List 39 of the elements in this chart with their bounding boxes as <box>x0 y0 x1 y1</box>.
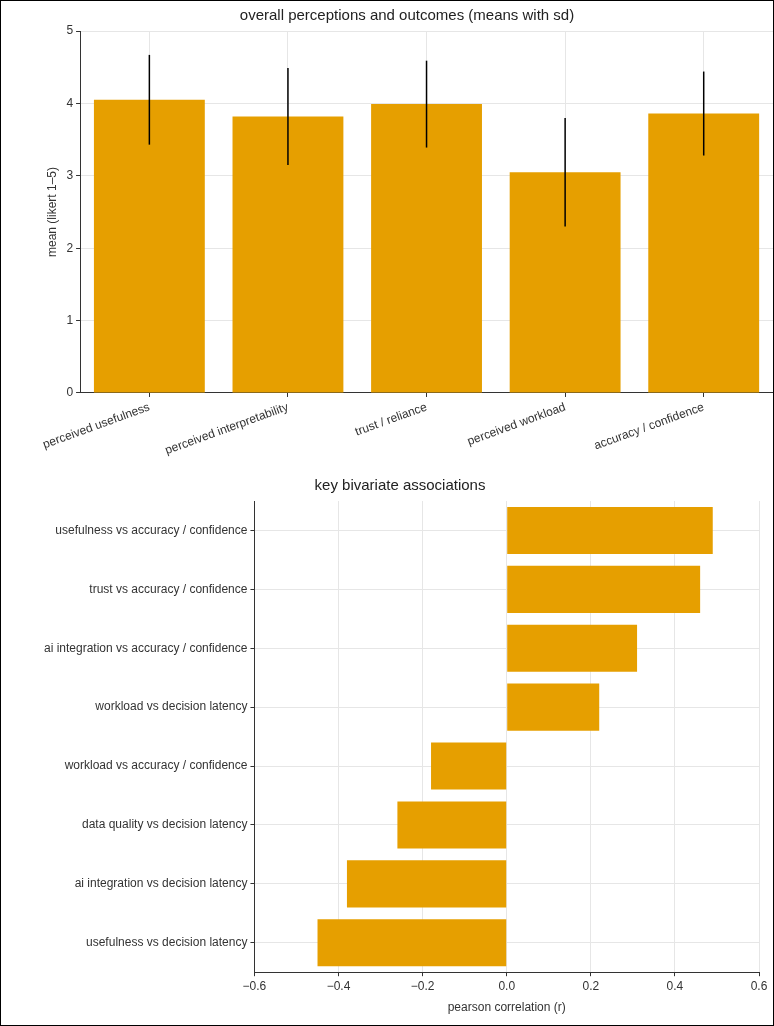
y-tick-label: 1 <box>66 312 74 327</box>
bar <box>346 860 507 908</box>
y-tick-label: ai integration vs accuracy / confidence <box>43 640 248 655</box>
y-axis-title: mean (likert 1–5) <box>44 166 59 258</box>
y-tick-label: ai integration vs decision latency <box>74 876 248 891</box>
y-tick-label: usefulness vs accuracy / confidence <box>55 522 248 537</box>
x-tick-label: −0.6 <box>242 978 267 993</box>
bar <box>371 104 482 393</box>
bar <box>232 116 344 393</box>
x-tick-label: 0.0 <box>498 978 516 993</box>
x-tick-label: −0.4 <box>326 978 351 993</box>
bar <box>509 172 621 393</box>
bar <box>93 99 205 393</box>
y-tick-label: workload vs decision latency <box>94 699 248 714</box>
x-tick-label: 0.6 <box>750 978 768 993</box>
x-tick-label: −0.2 <box>410 978 435 993</box>
bar <box>507 565 701 613</box>
bar <box>397 801 507 849</box>
x-tick-label: trust / reliance <box>353 399 429 439</box>
x-axis-title: pearson correlation (r) <box>447 1000 566 1015</box>
y-tick-label: 2 <box>66 240 74 255</box>
bar <box>648 113 760 393</box>
bar <box>507 506 713 555</box>
y-tick-label: workload vs accuracy / confidence <box>63 758 248 773</box>
x-tick-label: 0.2 <box>582 978 600 993</box>
chart-title: key bivariate associations <box>314 476 486 494</box>
bar <box>507 624 638 672</box>
y-tick-label: usefulness vs decision latency <box>86 935 248 950</box>
y-tick-label: 0 <box>66 385 74 400</box>
y-tick-label: 4 <box>66 95 74 110</box>
y-tick-label: trust vs accuracy / confidence <box>89 581 248 596</box>
bar <box>317 919 507 967</box>
bar <box>507 683 600 731</box>
y-tick-label: data quality vs decision latency <box>82 817 248 832</box>
y-tick-label: 5 <box>66 23 74 38</box>
y-tick-label: 3 <box>66 168 74 183</box>
x-tick-label: 0.4 <box>666 978 684 993</box>
chart-title: overall perceptions and outcomes (means with sd) <box>239 6 575 24</box>
bar <box>431 742 507 790</box>
